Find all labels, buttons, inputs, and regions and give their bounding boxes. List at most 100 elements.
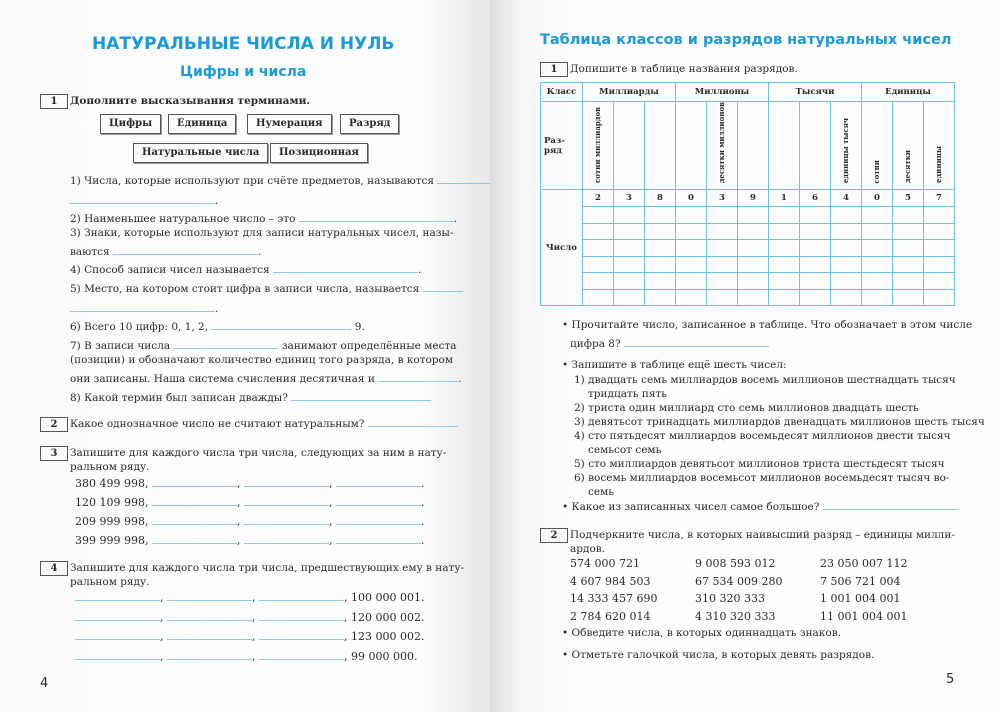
answer-line[interactable]: [75, 611, 160, 621]
empty-digit-cell[interactable]: [799, 272, 831, 290]
answer-line[interactable]: [75, 650, 160, 660]
answer-line[interactable]: [259, 650, 344, 660]
rank-cell[interactable]: сотни миллиардов: [582, 100, 614, 191]
empty-digit-cell[interactable]: [582, 239, 614, 257]
empty-digit-cell[interactable]: [737, 288, 769, 307]
answer-line[interactable]: [243, 496, 329, 506]
answer-line[interactable]: [378, 372, 459, 382]
empty-digit-cell[interactable]: [861, 272, 893, 290]
empty-digit-cell[interactable]: [675, 222, 707, 241]
empty-digit-cell[interactable]: [675, 206, 707, 224]
empty-digit-cell[interactable]: [706, 239, 738, 257]
empty-digit-cell[interactable]: [644, 272, 676, 290]
answer-line[interactable]: [259, 630, 344, 640]
empty-digit-cell[interactable]: [706, 288, 738, 307]
answer-line[interactable]: [243, 534, 329, 544]
empty-digit-cell[interactable]: [923, 288, 955, 307]
empty-digit-cell[interactable]: [675, 255, 707, 274]
empty-digit-cell[interactable]: [768, 239, 800, 257]
empty-digit-cell[interactable]: [830, 239, 862, 257]
empty-digit-cell[interactable]: [799, 239, 831, 257]
answer-line[interactable]: [167, 611, 252, 621]
empty-digit-cell[interactable]: [737, 272, 769, 290]
empty-digit-cell[interactable]: [582, 272, 614, 290]
empty-digit-cell[interactable]: [830, 206, 862, 224]
empty-digit-cell[interactable]: [737, 206, 769, 224]
empty-digit-cell[interactable]: [706, 255, 738, 274]
rank-cell[interactable]: [768, 100, 800, 191]
empty-digit-cell[interactable]: [799, 206, 831, 224]
number-item[interactable]: 310 320 333: [695, 592, 765, 605]
empty-digit-cell[interactable]: [644, 288, 676, 307]
rank-cell[interactable]: [613, 100, 645, 191]
empty-digit-cell[interactable]: [830, 272, 862, 290]
empty-digit-cell[interactable]: [892, 239, 924, 257]
answer-line[interactable]: [167, 630, 252, 640]
empty-digit-cell[interactable]: [830, 255, 862, 274]
answer-line[interactable]: [822, 500, 958, 510]
answer-line[interactable]: [335, 515, 421, 525]
empty-digit-cell[interactable]: [768, 255, 800, 274]
answer-line[interactable]: [335, 477, 421, 487]
empty-digit-cell[interactable]: [644, 239, 676, 257]
number-item[interactable]: 14 333 457 690: [570, 592, 658, 605]
answer-line[interactable]: [167, 591, 252, 601]
empty-digit-cell[interactable]: [706, 272, 738, 290]
answer-line[interactable]: [167, 650, 252, 660]
empty-digit-cell[interactable]: [675, 272, 707, 290]
answer-line[interactable]: [243, 477, 329, 487]
answer-line[interactable]: [367, 417, 458, 427]
empty-digit-cell[interactable]: [923, 272, 955, 290]
empty-digit-cell[interactable]: [613, 288, 645, 307]
rank-cell[interactable]: [737, 100, 769, 191]
number-item[interactable]: 11 001 004 001: [820, 609, 908, 623]
empty-digit-cell[interactable]: [737, 255, 769, 274]
empty-digit-cell[interactable]: [613, 222, 645, 241]
empty-digit-cell[interactable]: [675, 239, 707, 257]
empty-digit-cell[interactable]: [861, 239, 893, 257]
empty-digit-cell[interactable]: [737, 222, 769, 241]
answer-line[interactable]: [259, 591, 344, 601]
number-item[interactable]: 9 008 593 012: [695, 557, 776, 570]
answer-line[interactable]: [298, 212, 454, 222]
empty-digit-cell[interactable]: [706, 206, 738, 224]
rank-cell[interactable]: десятки миллионов: [706, 100, 738, 191]
empty-digit-cell[interactable]: [861, 255, 893, 274]
number-item[interactable]: 23 050 007 112: [820, 557, 908, 570]
number-item[interactable]: 2 784 620 014: [570, 609, 651, 623]
answer-line[interactable]: [173, 339, 279, 349]
answer-line[interactable]: [335, 534, 421, 544]
empty-digit-cell[interactable]: [892, 255, 924, 274]
rank-cell[interactable]: [644, 100, 676, 191]
answer-line[interactable]: [335, 496, 421, 506]
answer-line[interactable]: [211, 320, 352, 330]
answer-line[interactable]: [75, 591, 160, 601]
number-item[interactable]: 1 001 004 001: [820, 592, 901, 605]
number-item[interactable]: 574 000 721: [570, 557, 640, 570]
empty-digit-cell[interactable]: [923, 239, 955, 257]
number-item[interactable]: 4 310 320 333: [695, 609, 776, 623]
number-item[interactable]: 67 534 009 280: [695, 574, 783, 588]
empty-digit-cell[interactable]: [892, 206, 924, 224]
rank-cell[interactable]: единицы: [923, 100, 955, 191]
empty-digit-cell[interactable]: [644, 222, 676, 241]
empty-digit-cell[interactable]: [923, 206, 955, 224]
empty-digit-cell[interactable]: [613, 272, 645, 290]
empty-digit-cell[interactable]: [892, 288, 924, 307]
empty-digit-cell[interactable]: [799, 255, 831, 274]
empty-digit-cell[interactable]: [613, 255, 645, 274]
empty-digit-cell[interactable]: [768, 272, 800, 290]
answer-line[interactable]: [70, 302, 215, 312]
empty-digit-cell[interactable]: [892, 272, 924, 290]
answer-line[interactable]: [291, 391, 432, 401]
answer-line[interactable]: [151, 534, 237, 544]
rank-cell[interactable]: сотни: [861, 100, 893, 191]
empty-digit-cell[interactable]: [892, 222, 924, 241]
answer-line[interactable]: [259, 611, 344, 621]
empty-digit-cell[interactable]: [706, 222, 738, 241]
rank-cell[interactable]: единицы тысяч: [830, 100, 862, 191]
empty-digit-cell[interactable]: [768, 206, 800, 224]
empty-digit-cell[interactable]: [799, 288, 831, 307]
rank-cell[interactable]: [799, 100, 831, 191]
answer-line[interactable]: [422, 282, 463, 292]
